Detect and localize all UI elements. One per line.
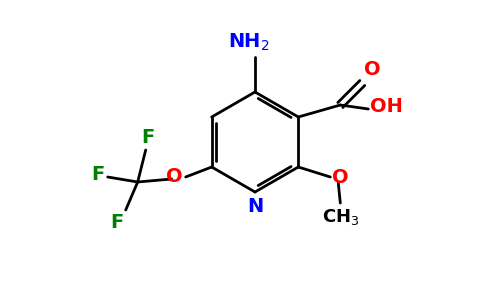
Text: F: F: [141, 128, 154, 147]
Text: O: O: [364, 60, 381, 79]
Text: CH$_3$: CH$_3$: [321, 207, 359, 227]
Text: F: F: [91, 166, 105, 184]
Text: NH$_2$: NH$_2$: [228, 32, 270, 53]
Text: O: O: [333, 167, 349, 187]
Text: O: O: [166, 167, 182, 187]
Text: OH: OH: [370, 98, 403, 116]
Text: F: F: [110, 213, 124, 232]
Text: N: N: [247, 197, 263, 216]
